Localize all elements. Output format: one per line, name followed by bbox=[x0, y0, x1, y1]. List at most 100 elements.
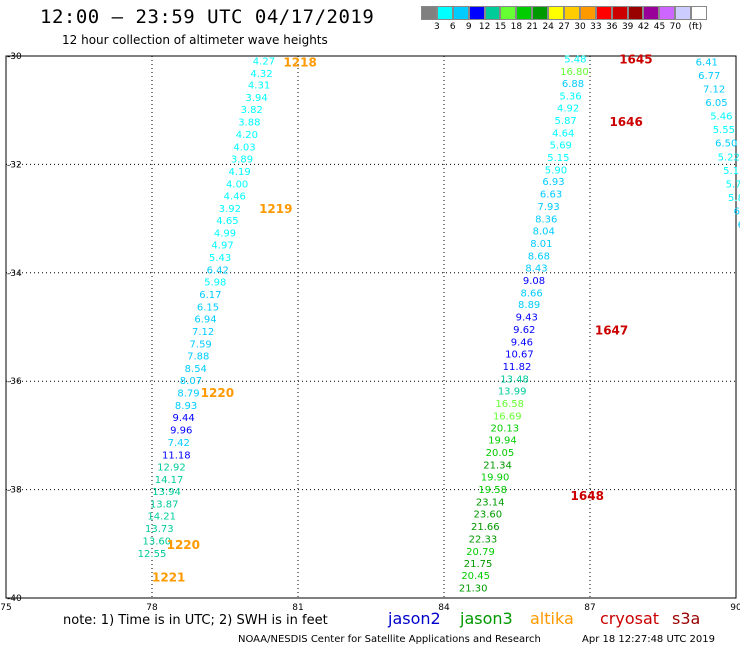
time-label: 1646 bbox=[609, 115, 642, 129]
data-point-label: 4.64 bbox=[552, 128, 574, 139]
data-point-label: 9.46 bbox=[511, 338, 533, 349]
data-point-label: 13.73 bbox=[145, 524, 174, 535]
data-point-label: 5.87 bbox=[555, 116, 577, 127]
y-tick-label: -40 bbox=[7, 594, 22, 604]
data-point-label: 16.80 bbox=[560, 67, 589, 78]
data-point-label: 5.69 bbox=[550, 140, 572, 151]
data-point-label: 3.89 bbox=[231, 154, 253, 165]
y-tick-label: -34 bbox=[7, 269, 22, 279]
data-point-label: 7.88 bbox=[187, 352, 209, 363]
chart-subtitle: 12 hour collection of altimeter wave hei… bbox=[62, 33, 328, 47]
color-scale-labels: 3 6 9 12 15 18 21 24 27 30 33 36 39 42 45 70 (ft) bbox=[421, 22, 740, 34]
data-point-label: 5.22 bbox=[718, 152, 740, 163]
data-point-label: 8.93 bbox=[175, 401, 197, 412]
data-point-label: 4.99 bbox=[214, 229, 236, 240]
data-point-label: 11.18 bbox=[162, 450, 191, 461]
time-label: 1220 bbox=[201, 386, 234, 400]
data-point-label: 8.89 bbox=[518, 300, 540, 311]
data-point-label: 21.34 bbox=[483, 461, 512, 472]
time-label: 1218 bbox=[283, 55, 316, 69]
data-point-label: 4.92 bbox=[557, 103, 579, 114]
data-point-label: 6.93 bbox=[542, 177, 564, 188]
color-scale-label: 30 bbox=[574, 22, 586, 32]
data-point-label: 5.90 bbox=[545, 165, 567, 176]
data-point-label: 23.60 bbox=[473, 509, 502, 520]
data-point-label: 5.43 bbox=[209, 253, 231, 264]
data-point-label: 4.03 bbox=[233, 143, 255, 154]
data-point-label: 7.42 bbox=[168, 438, 190, 449]
note-text: note: 1) Time is in UTC; 2) SWH is in fe… bbox=[63, 613, 328, 628]
data-point-label: 20.79 bbox=[466, 547, 495, 558]
legend-jason3: jason3 bbox=[460, 609, 513, 628]
data-point-label: 4.65 bbox=[216, 216, 238, 227]
color-scale-label: 70 bbox=[669, 22, 682, 32]
footer-credit: NOAA/NESDIS Center for Satellite Applica… bbox=[238, 634, 541, 645]
time-label: 1648 bbox=[571, 489, 604, 503]
data-point-label: 4.19 bbox=[228, 167, 250, 178]
color-scale-label: 33 bbox=[590, 22, 602, 32]
data-point-label: 6.05 bbox=[705, 98, 727, 109]
data-point-label: 7.12 bbox=[192, 327, 214, 338]
data-point-label: 19.90 bbox=[481, 473, 510, 484]
color-scale-box bbox=[579, 6, 596, 20]
color-scale-box bbox=[611, 6, 628, 20]
data-point-label: 8.36 bbox=[535, 215, 557, 226]
data-point-label: 9.43 bbox=[516, 313, 538, 324]
color-scale-box bbox=[548, 6, 565, 20]
data-point-label: 8.43 bbox=[525, 263, 547, 274]
data-point-label: 6.41 bbox=[696, 57, 718, 68]
data-point-label: 6.77 bbox=[698, 71, 720, 82]
data-point-label: 21.75 bbox=[464, 559, 493, 570]
data-point-label: 3.82 bbox=[241, 105, 263, 116]
time-label: 1221 bbox=[152, 570, 185, 584]
data-point-label: 3.94 bbox=[246, 93, 268, 104]
color-scale-box bbox=[516, 6, 533, 20]
legend-cryosat: cryosat bbox=[600, 609, 660, 628]
data-point-label: 5.55 bbox=[713, 125, 735, 136]
data-point-label: 6. bbox=[734, 206, 740, 217]
color-scale-label: 39 bbox=[621, 22, 634, 32]
data-point-label: 8.54 bbox=[185, 364, 207, 375]
legend-jason2: jason2 bbox=[388, 609, 441, 628]
data-point-label: 8.66 bbox=[520, 288, 542, 299]
color-scale-label: (ft) bbox=[688, 22, 703, 32]
data-point-label: 8.04 bbox=[533, 227, 555, 238]
data-point-label: 4.46 bbox=[224, 191, 246, 202]
color-scale-label: 27 bbox=[558, 22, 570, 32]
time-label: 1220 bbox=[167, 538, 200, 552]
color-scale-box bbox=[500, 6, 517, 20]
legend-altika: altika bbox=[530, 609, 574, 628]
data-point-label: 5.46 bbox=[710, 112, 732, 123]
data-point-label: 13.48 bbox=[500, 374, 529, 385]
color-scale-label: 24 bbox=[542, 22, 554, 32]
y-tick-label: -32 bbox=[7, 160, 22, 170]
data-point-label: 9.96 bbox=[170, 425, 192, 436]
data-point-label: 11.82 bbox=[503, 362, 532, 373]
color-scale-label: 36 bbox=[606, 22, 618, 32]
data-point-label: 22.33 bbox=[469, 534, 498, 545]
data-point-label: 19.58 bbox=[478, 485, 507, 496]
data-point-label: 6.17 bbox=[199, 290, 221, 301]
time-label: 1645 bbox=[619, 53, 652, 67]
color-scale-label: 9 bbox=[465, 22, 472, 32]
data-point-label: 10.67 bbox=[505, 350, 534, 361]
data-point-label: 23.14 bbox=[476, 498, 505, 509]
color-scale-box bbox=[532, 6, 549, 20]
x-tick-label: 90 bbox=[730, 603, 740, 613]
data-point-label: 13.87 bbox=[150, 500, 179, 511]
data-point-label: 6.15 bbox=[197, 302, 219, 313]
data-point-label: 6.63 bbox=[540, 190, 562, 201]
data-point-label: 8.01 bbox=[530, 239, 552, 250]
data-point-label: 21.66 bbox=[471, 522, 500, 533]
data-point-label: 20.45 bbox=[461, 571, 490, 582]
data-point-label: 4.97 bbox=[211, 241, 233, 252]
data-point-label: 12.55 bbox=[138, 549, 167, 560]
data-point-label: 20.13 bbox=[491, 423, 520, 434]
data-point-label: 14.17 bbox=[155, 475, 184, 486]
data-point-label: 12.92 bbox=[157, 462, 186, 473]
data-point-label: 5.1 bbox=[723, 166, 739, 177]
color-scale-label: 42 bbox=[637, 22, 650, 32]
color-scale-box bbox=[659, 6, 676, 20]
data-point-label: 6 bbox=[738, 220, 740, 231]
color-scale-label: 3 bbox=[434, 22, 440, 32]
